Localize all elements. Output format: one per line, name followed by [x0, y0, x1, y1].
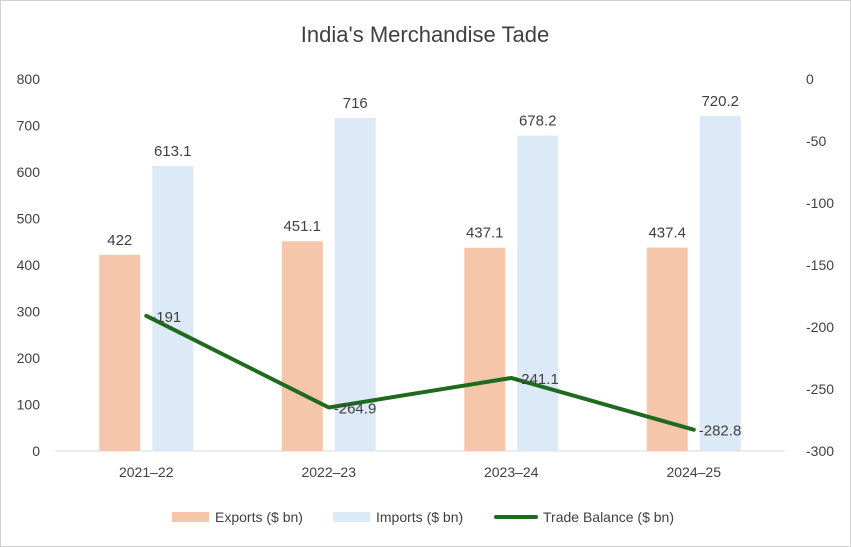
- category-label: 2021–22: [119, 464, 174, 480]
- y-left-tick-label: 200: [17, 350, 41, 366]
- trade-balance-data-label: -282.8: [699, 423, 742, 440]
- line-series: [144, 313, 696, 432]
- y-left-tick-label: 100: [17, 397, 41, 413]
- trade-balance-bn-legend-label: Trade Balance ($ bn): [543, 509, 674, 525]
- category-label: 2024–25: [666, 464, 721, 480]
- category-axis: 2021–22 2022–23 2023–24 2024–25: [119, 464, 721, 480]
- y-left-tick-label: 500: [17, 211, 41, 227]
- imports-bn-bar: [152, 165, 194, 451]
- trade-balance-line: [144, 313, 696, 432]
- imports-bn-legend-swatch: [333, 512, 370, 522]
- imports-bn-bar: [699, 116, 741, 452]
- imports-bn-data-label: 613.1: [154, 143, 192, 160]
- y-left-tick-label: 600: [17, 164, 41, 180]
- y-left-tick-label: 400: [17, 257, 41, 273]
- exports-bn-legend-swatch: [172, 512, 209, 522]
- imports-bn-data-label: 716: [343, 95, 368, 112]
- trade-balance-data-label: -191: [151, 309, 181, 326]
- exports-bn-data-label: 437.4: [648, 225, 686, 242]
- exports-bn-bar: [464, 247, 506, 451]
- y-right-tick-label: -200: [806, 319, 834, 335]
- y-left-tick-label: 700: [17, 118, 41, 134]
- y-right-tick-label: -250: [806, 381, 834, 397]
- imports-bn-bar: [517, 135, 559, 451]
- exports-bn-data-label: 451.1: [283, 218, 321, 235]
- exports-bn-bar: [281, 241, 323, 451]
- chart-title: India's Merchandise Tade: [301, 22, 549, 47]
- exports-bn-data-label: 422: [107, 232, 132, 249]
- exports-bn-data-label: 437.1: [466, 225, 504, 242]
- trade-balance-data-label: -264.9: [334, 400, 377, 417]
- category-label: 2022–23: [301, 464, 356, 480]
- left-axis: 0 100 200 300 400 500 600 700 800: [17, 71, 41, 459]
- exports-bn-legend-label: Exports ($ bn): [215, 509, 303, 525]
- y-right-tick-label: -50: [806, 133, 826, 149]
- category-label: 2023–24: [484, 464, 539, 480]
- right-axis: -300 -250 -200 -150 -100 -50 0: [806, 71, 834, 459]
- y-right-tick-label: -150: [806, 257, 834, 273]
- y-right-tick-label: -100: [806, 195, 834, 211]
- y-left-tick-label: 0: [32, 443, 40, 459]
- y-left-tick-label: 300: [17, 304, 41, 320]
- imports-bn-legend-label: Imports ($ bn): [376, 509, 463, 525]
- data-labels: 422 451.1 437.1 437.4 613.1 716 678.2 720.2 -191…: [107, 93, 741, 440]
- bar-series: [99, 116, 741, 452]
- trade-balance-data-label: -241.1: [516, 371, 559, 388]
- y-left-tick-label: 800: [17, 71, 41, 87]
- imports-bn-bar: [334, 118, 376, 451]
- exports-bn-bar: [99, 254, 141, 451]
- imports-bn-data-label: 720.2: [701, 93, 739, 110]
- imports-bn-data-label: 678.2: [519, 113, 557, 130]
- y-right-tick-label: 0: [806, 71, 814, 87]
- y-right-tick-label: -300: [806, 443, 834, 459]
- legend: Exports ($ bn) Imports ($ bn) Trade Balanc…: [172, 509, 674, 525]
